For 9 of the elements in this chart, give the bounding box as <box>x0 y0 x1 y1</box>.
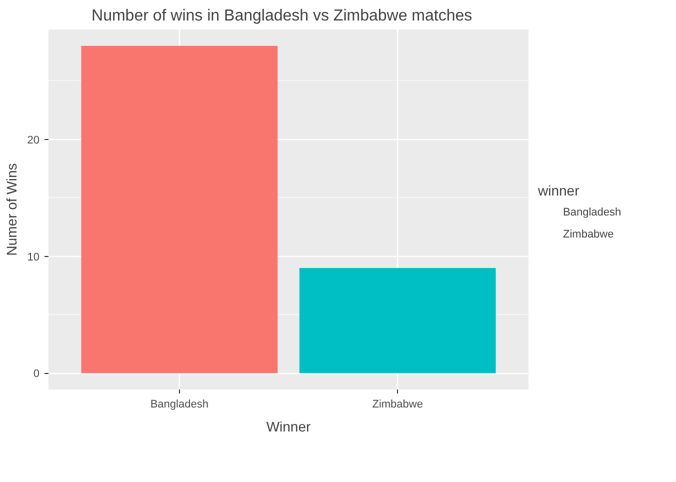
y-tick-label: 0 <box>33 368 40 380</box>
text: Bangladesh <box>563 206 622 218</box>
y-tick-label: 20 <box>27 134 40 146</box>
x-axis-title: Winner <box>266 418 312 434</box>
text: Zimbabwe <box>563 228 615 240</box>
legend-title: winner <box>538 182 580 198</box>
chart-title: Number of wins in Bangladesh vs Zimbabwe matches <box>92 8 472 24</box>
y-axis-title: Numer of Wins <box>3 163 20 256</box>
y-tick-label: 10 <box>27 251 40 264</box>
